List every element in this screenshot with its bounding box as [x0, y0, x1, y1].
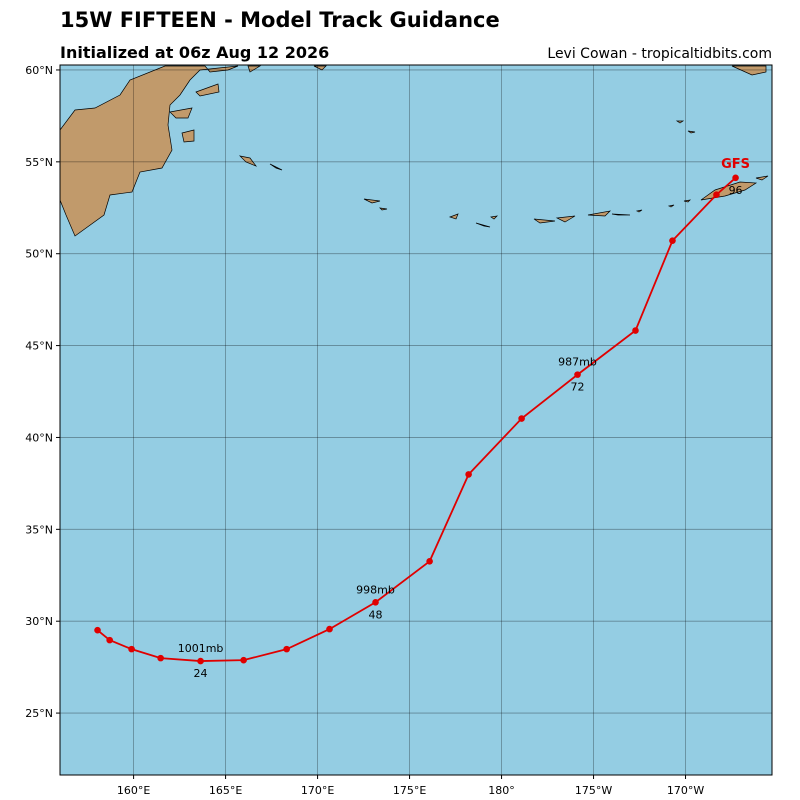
credit: Levi Cowan - tropicaltidbits.com	[547, 46, 772, 62]
track-point	[240, 656, 247, 664]
map-frame	[59, 64, 773, 776]
track-point	[669, 237, 676, 244]
track-point	[106, 636, 113, 644]
y-tick-label: 35°N	[25, 523, 53, 536]
y-tick-label: 55°N	[25, 156, 53, 169]
x-tick-label: 175°E	[393, 784, 426, 797]
pressure-label: 1001mb	[178, 642, 224, 655]
x-tick-label: 160°E	[117, 784, 150, 797]
track-point	[157, 654, 164, 662]
track-point	[465, 471, 472, 478]
x-tick-label: 170°W	[667, 784, 704, 797]
y-tick-label: 30°N	[25, 615, 53, 628]
track-point	[283, 645, 290, 653]
x-tick-label: 175°W	[575, 784, 612, 797]
hour-label: 72	[571, 381, 585, 394]
y-tick-label: 40°N	[25, 431, 53, 444]
track-point	[94, 626, 101, 634]
x-tick-label: 180°	[488, 784, 515, 797]
y-tick-label: 60°N	[25, 64, 53, 77]
model-label: GFS	[721, 157, 750, 172]
hour-label: 48	[369, 608, 383, 621]
pressure-label: 987mb	[558, 356, 597, 369]
land	[59, 65, 769, 237]
track-point	[326, 625, 333, 633]
y-tick-label: 25°N	[25, 707, 53, 720]
pressure-label: 998mb	[356, 583, 395, 596]
hour-label: 24	[194, 667, 208, 680]
title: 15W FIFTEEN - Model Track Guidance	[60, 8, 500, 32]
track-point	[197, 657, 204, 665]
x-tick-label: 165°E	[209, 784, 242, 797]
track-point	[372, 598, 379, 606]
track-point	[518, 415, 525, 422]
track-point	[128, 645, 135, 653]
x-tick-label: 170°E	[301, 784, 334, 797]
subtitle: Initialized at 06z Aug 12 2026	[60, 43, 329, 62]
ocean	[60, 65, 772, 775]
track-point	[632, 327, 639, 334]
track-point	[574, 371, 581, 378]
track-point	[713, 191, 720, 199]
track-point	[426, 558, 433, 565]
y-tick-label: 45°N	[25, 340, 53, 353]
track-point	[732, 174, 739, 182]
y-tick-label: 50°N	[25, 248, 53, 261]
hour-label: 96	[729, 184, 743, 197]
